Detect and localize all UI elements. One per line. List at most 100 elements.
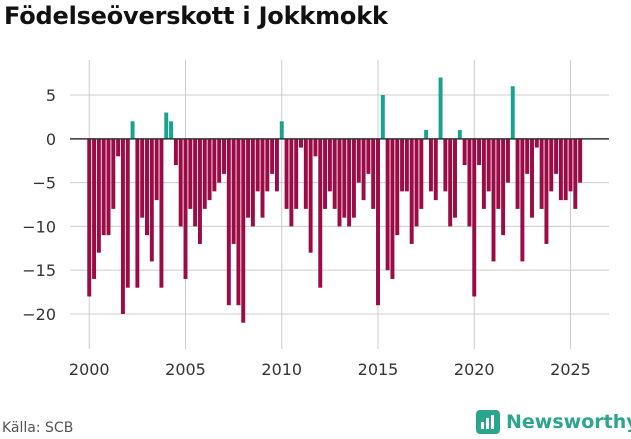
bar-negative (428, 138, 433, 192)
bar-negative (323, 138, 328, 209)
bar-negative (274, 138, 279, 192)
bar-negative (477, 138, 482, 166)
bar-negative (491, 138, 496, 262)
x-tick-label: 2005 (165, 360, 206, 379)
bar-negative (534, 138, 539, 148)
bar-negative (573, 138, 578, 209)
bar-negative (125, 138, 130, 288)
newsworthy-logo-icon (476, 410, 500, 434)
bar-negative (202, 138, 207, 209)
bar-negative (505, 138, 510, 183)
bar-negative (173, 138, 178, 166)
x-tick-label: 2025 (550, 360, 591, 379)
bar-negative (183, 138, 188, 279)
bar-negative (404, 138, 409, 192)
bar-negative (568, 138, 573, 192)
bar-negative (486, 138, 491, 192)
y-tick-label: −15 (22, 261, 56, 280)
bar-negative (419, 138, 424, 209)
bar-negative (313, 138, 318, 157)
axes-group: 5 0 −5 −10 −15 −20 2000 2005 2010 2015 2020 2025 (22, 86, 609, 379)
bar-negative (361, 138, 366, 201)
bar-negative (135, 138, 140, 288)
bar-negative (525, 138, 530, 174)
bar-negative (217, 138, 222, 183)
bar-negative (140, 138, 145, 218)
bar-negative (178, 138, 183, 227)
bar-negative (501, 138, 506, 236)
bar-negative (193, 138, 198, 227)
bar-negative (481, 138, 486, 209)
x-tick-label: 2020 (454, 360, 495, 379)
bar-negative (467, 138, 472, 227)
x-tick-label: 2015 (358, 360, 399, 379)
bar-negative (496, 138, 501, 209)
bar-positive (424, 130, 429, 139)
bar-negative (342, 138, 347, 218)
bar-negative (212, 138, 217, 192)
newsworthy-logo[interactable]: Newsworthy (476, 409, 631, 435)
bar-positive (438, 77, 443, 139)
bar-negative (462, 138, 467, 166)
bar-negative (255, 138, 260, 192)
bar-negative (116, 138, 121, 157)
bar-negative (207, 138, 212, 201)
bar-negative (231, 138, 236, 244)
bar-negative (318, 138, 323, 288)
bar-negative (448, 138, 453, 227)
bar-negative (236, 138, 241, 306)
bar-positive (380, 95, 385, 139)
bar-negative (453, 138, 457, 218)
bar-negative (443, 138, 448, 192)
bar-negative (101, 138, 106, 236)
bar-negative (414, 138, 419, 227)
bar-negative (520, 138, 525, 262)
bar-negative (366, 138, 371, 174)
y-tick-label: −5 (32, 174, 56, 193)
bar-positive (130, 121, 135, 139)
bar-negative (241, 138, 246, 323)
bar-negative (222, 138, 226, 174)
bar-negative (327, 138, 332, 192)
bar-negative (558, 138, 563, 201)
bar-negative (539, 138, 544, 209)
bar-negative (294, 138, 299, 209)
bar-negative (106, 138, 111, 236)
bar-negative (337, 138, 342, 227)
bar-negative (563, 138, 568, 201)
x-tick-label: 2000 (69, 360, 110, 379)
bar-negative (284, 138, 289, 209)
bar-positive (164, 112, 169, 139)
bar-negative (246, 138, 251, 218)
bar-negative (149, 138, 154, 262)
bar-negative (145, 138, 149, 236)
bar-negative (409, 138, 414, 244)
bar-negative (120, 138, 125, 314)
y-tick-label: −20 (22, 305, 56, 324)
bar-negative (270, 138, 275, 174)
bar-positive (169, 121, 174, 139)
bar-negative (356, 138, 361, 183)
chart-title: Födelseöverskott i Jokkmokk (4, 2, 388, 30)
bar-negative (188, 138, 193, 209)
bar-negative (578, 138, 583, 183)
bar-negative (530, 138, 534, 218)
bar-positive (457, 130, 462, 139)
bar-negative (390, 138, 395, 279)
y-tick-label: 0 (46, 130, 56, 149)
bar-negative (289, 138, 294, 227)
bar-positive (510, 86, 515, 139)
bar-negative (371, 138, 376, 209)
bar-negative (303, 138, 308, 209)
bar-negative (308, 138, 313, 253)
bar-positive (279, 121, 284, 139)
y-tick-label: −10 (22, 217, 56, 236)
bar-negative (226, 138, 231, 306)
bar-negative (265, 138, 270, 192)
bar-negative (250, 138, 255, 227)
bar-negative (554, 138, 559, 174)
bar-negative (544, 138, 549, 244)
y-tick-label: 5 (46, 86, 56, 105)
bar-negative (299, 138, 303, 148)
